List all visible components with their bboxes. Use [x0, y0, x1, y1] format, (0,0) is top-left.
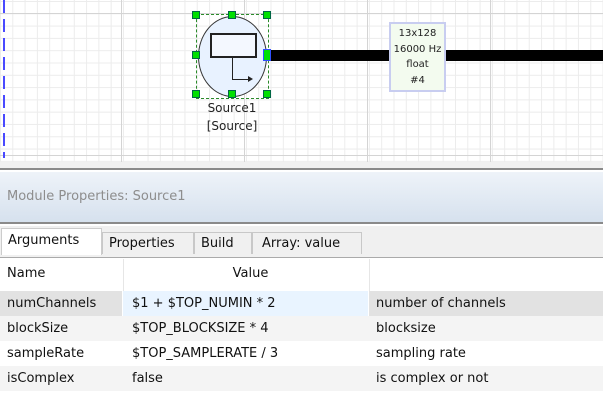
arguments-table: Name Value numChannels $1 + $TOP_NUMIN *… [0, 259, 603, 391]
tab-arguments[interactable]: Arguments [1, 228, 102, 255]
table-row[interactable]: blockSize $TOP_BLOCKSIZE * 4 blocksize [0, 316, 603, 341]
tab-properties[interactable]: Properties [102, 232, 194, 254]
table-header: Name Value [0, 259, 603, 291]
arg-description: is complex or not [376, 371, 489, 386]
resize-handle[interactable] [228, 90, 236, 98]
source-icon-arrow-line [232, 79, 250, 80]
column-header-value[interactable]: Value [123, 259, 368, 291]
arg-description: blocksize [376, 321, 436, 336]
resize-handle[interactable] [263, 90, 271, 98]
panel-title: Module Properties: Source1 [0, 172, 603, 224]
tab-build[interactable]: Build [194, 232, 252, 254]
boundary-dashed-line [3, 0, 5, 158]
source-icon-rect [210, 33, 257, 58]
source-module-block[interactable] [196, 14, 269, 99]
wire-info-box: 13x128 16000 Hz float #4 [389, 22, 446, 92]
table-row[interactable]: sampleRate $TOP_SAMPLERATE / 3 sampling … [0, 341, 603, 366]
splitter[interactable] [0, 162, 603, 170]
arg-value[interactable]: false [132, 371, 163, 386]
resize-handle[interactable] [192, 90, 200, 98]
wire-dtype: float [406, 59, 429, 70]
arg-value[interactable]: $1 + $TOP_NUMIN * 2 [123, 291, 368, 316]
source-icon-arrow [232, 58, 233, 80]
resize-handle[interactable] [263, 11, 271, 19]
arg-name: blockSize [7, 321, 69, 336]
output-pin[interactable] [263, 49, 271, 61]
module-type-label: [Source] [206, 119, 258, 133]
column-header-name[interactable]: Name [7, 266, 46, 281]
arg-name: sampleRate [7, 346, 85, 361]
arrow-head-icon [248, 76, 253, 82]
tab-bar: Arguments Properties Build Array: value [0, 226, 603, 258]
design-canvas[interactable]: Source1 [Source] 13x128 16000 Hz float #… [0, 0, 603, 162]
table-row[interactable]: isComplex false is complex or not [0, 366, 603, 391]
wire-dims: 13x128 [398, 28, 437, 39]
table-row[interactable]: numChannels $1 + $TOP_NUMIN * 2 number o… [0, 291, 603, 316]
arg-description: sampling rate [376, 346, 466, 361]
wire-id: #4 [410, 74, 425, 86]
arg-description: number of channels [369, 291, 603, 316]
arg-value[interactable]: $TOP_SAMPLERATE / 3 [132, 346, 279, 361]
tab-array-value[interactable]: Array: value [252, 232, 362, 254]
arg-name: numChannels [0, 291, 122, 316]
wire-rate: 16000 Hz [393, 43, 442, 55]
resize-handle[interactable] [192, 11, 200, 19]
arg-name: isComplex [7, 371, 75, 386]
module-name-label: Source1 [207, 101, 257, 115]
column-header-description[interactable] [369, 259, 603, 291]
arg-value[interactable]: $TOP_BLOCKSIZE * 4 [132, 321, 269, 336]
resize-handle[interactable] [192, 51, 200, 59]
resize-handle[interactable] [228, 11, 236, 19]
